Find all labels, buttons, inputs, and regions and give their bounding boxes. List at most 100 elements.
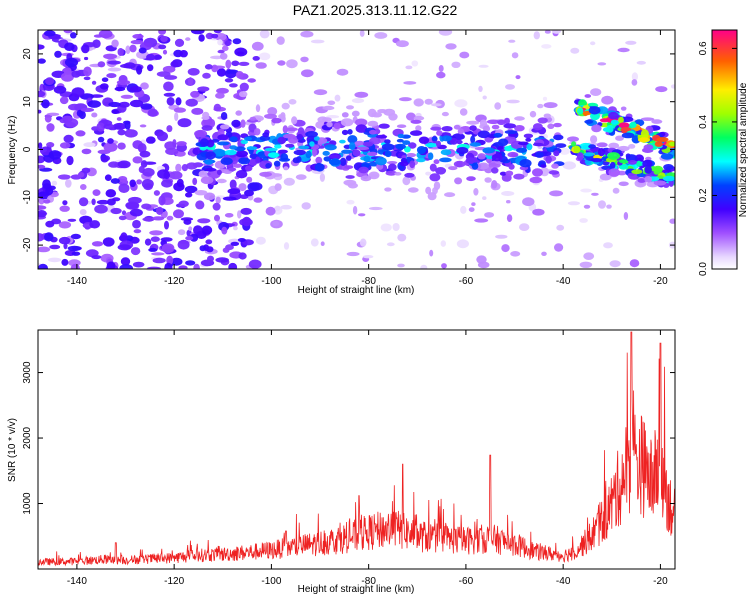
heatmap-cell [104, 174, 112, 181]
heatmap-cell [142, 167, 155, 177]
heatmap-cell [532, 168, 543, 177]
heatmap-cell [224, 149, 237, 156]
heatmap-cell [576, 152, 584, 161]
heatmap-cell [525, 137, 532, 142]
heatmap-cell [113, 122, 127, 130]
heatmap-cell [246, 146, 258, 151]
heatmap-cell [580, 188, 592, 193]
heatmap-cell [78, 197, 89, 207]
heatmap-cell [120, 257, 131, 266]
heatmap-cell [38, 109, 42, 114]
x-tick-label: -120 [164, 576, 184, 587]
heatmap-cell [508, 39, 516, 43]
heatmap-cell [395, 40, 409, 48]
heatmap-cell [404, 172, 415, 178]
heatmap-cell [200, 138, 209, 147]
heatmap-cell [217, 134, 229, 141]
heatmap-cell [120, 232, 128, 242]
heatmap-cell [590, 41, 596, 46]
heatmap-cell [164, 141, 177, 151]
heatmap-cell [63, 30, 73, 34]
heatmap-cell [233, 226, 238, 231]
heatmap-cell [670, 84, 675, 89]
heatmap-cell [102, 237, 115, 247]
heatmap-cell [543, 113, 551, 119]
heatmap-cell [224, 213, 234, 218]
heatmap-cell [501, 244, 510, 253]
heatmap-cell [362, 255, 374, 259]
heatmap-x-label: Height of straight line (km) [298, 285, 415, 296]
heatmap-cell [501, 191, 515, 196]
heatmap-cell [140, 82, 149, 90]
heatmap-cell [123, 120, 131, 125]
heatmap-cell [368, 171, 380, 180]
colorbar-tick-label: 0.2 [698, 188, 709, 202]
heatmap-cell [148, 247, 158, 252]
heatmap-cell [631, 72, 639, 81]
heatmap-cell [516, 147, 528, 153]
heatmap-cell [220, 124, 230, 130]
heatmap-cell [300, 30, 314, 38]
heatmap-cell [406, 153, 417, 158]
heatmap-cell [38, 44, 45, 50]
y-tick-label: 0 [22, 146, 33, 152]
heatmap-cell [42, 179, 51, 190]
colorbar: 0.0 0.2 0.4 0.6 Normalized spectral amplitu… [698, 29, 749, 276]
heatmap-cell [130, 39, 144, 45]
heatmap-cell [351, 98, 365, 104]
heatmap-cell [175, 97, 182, 106]
heatmap-cell [431, 136, 438, 142]
heatmap-cell [230, 241, 240, 246]
heatmap-cell [435, 167, 447, 175]
heatmap-cell [204, 167, 217, 172]
heatmap-cell [46, 123, 55, 132]
heatmap-cell [608, 111, 619, 120]
heatmap-cell [249, 158, 258, 166]
heatmap-cell [64, 42, 75, 51]
heatmap-cell [491, 180, 498, 189]
heatmap-cell [567, 201, 581, 206]
heatmap-cell [537, 117, 548, 124]
heatmap-cell [628, 144, 636, 149]
heatmap-cell [478, 162, 490, 170]
heatmap-cell [643, 144, 654, 151]
colorbar-tick-label: 0.0 [698, 262, 709, 276]
heatmap-cell [205, 239, 213, 245]
heatmap-cell [91, 198, 96, 206]
heatmap-cell [244, 136, 252, 141]
heatmap-cell [631, 79, 638, 86]
heatmap-cell [239, 82, 249, 92]
heatmap-cell [233, 163, 243, 168]
heatmap-cell [229, 145, 238, 150]
heatmap-cell [178, 265, 188, 269]
heatmap-cell [471, 202, 476, 207]
heatmap-cell [120, 94, 134, 99]
heatmap-cell [440, 149, 452, 156]
heatmap-cell [453, 124, 461, 130]
heatmap-cell [591, 192, 599, 196]
heatmap-cell [225, 59, 232, 69]
heatmap-cell [441, 135, 452, 142]
heatmap-cell [629, 259, 640, 268]
heatmap-cell [529, 176, 543, 184]
heatmap-cell [185, 236, 194, 241]
heatmap-cell [81, 148, 92, 155]
heatmap-cell [656, 137, 669, 142]
heatmap-cell [164, 262, 173, 269]
heatmap-cell [346, 199, 355, 205]
heatmap-cell [240, 119, 246, 128]
heatmap-cell [583, 152, 595, 157]
heatmap-cell [117, 129, 126, 136]
heatmap-cell [129, 86, 142, 93]
heatmap-cell [636, 160, 642, 167]
heatmap-cell [96, 122, 105, 132]
heatmap-cell [161, 179, 173, 188]
heatmap-cell [158, 195, 166, 206]
heatmap-cell [238, 183, 247, 192]
heatmap-cell [352, 205, 358, 215]
heatmap-cell [66, 155, 74, 166]
heatmap-cell [59, 96, 69, 105]
heatmap-cell [132, 261, 145, 268]
heatmap-cell [155, 206, 164, 215]
heatmap-cell [615, 135, 624, 141]
